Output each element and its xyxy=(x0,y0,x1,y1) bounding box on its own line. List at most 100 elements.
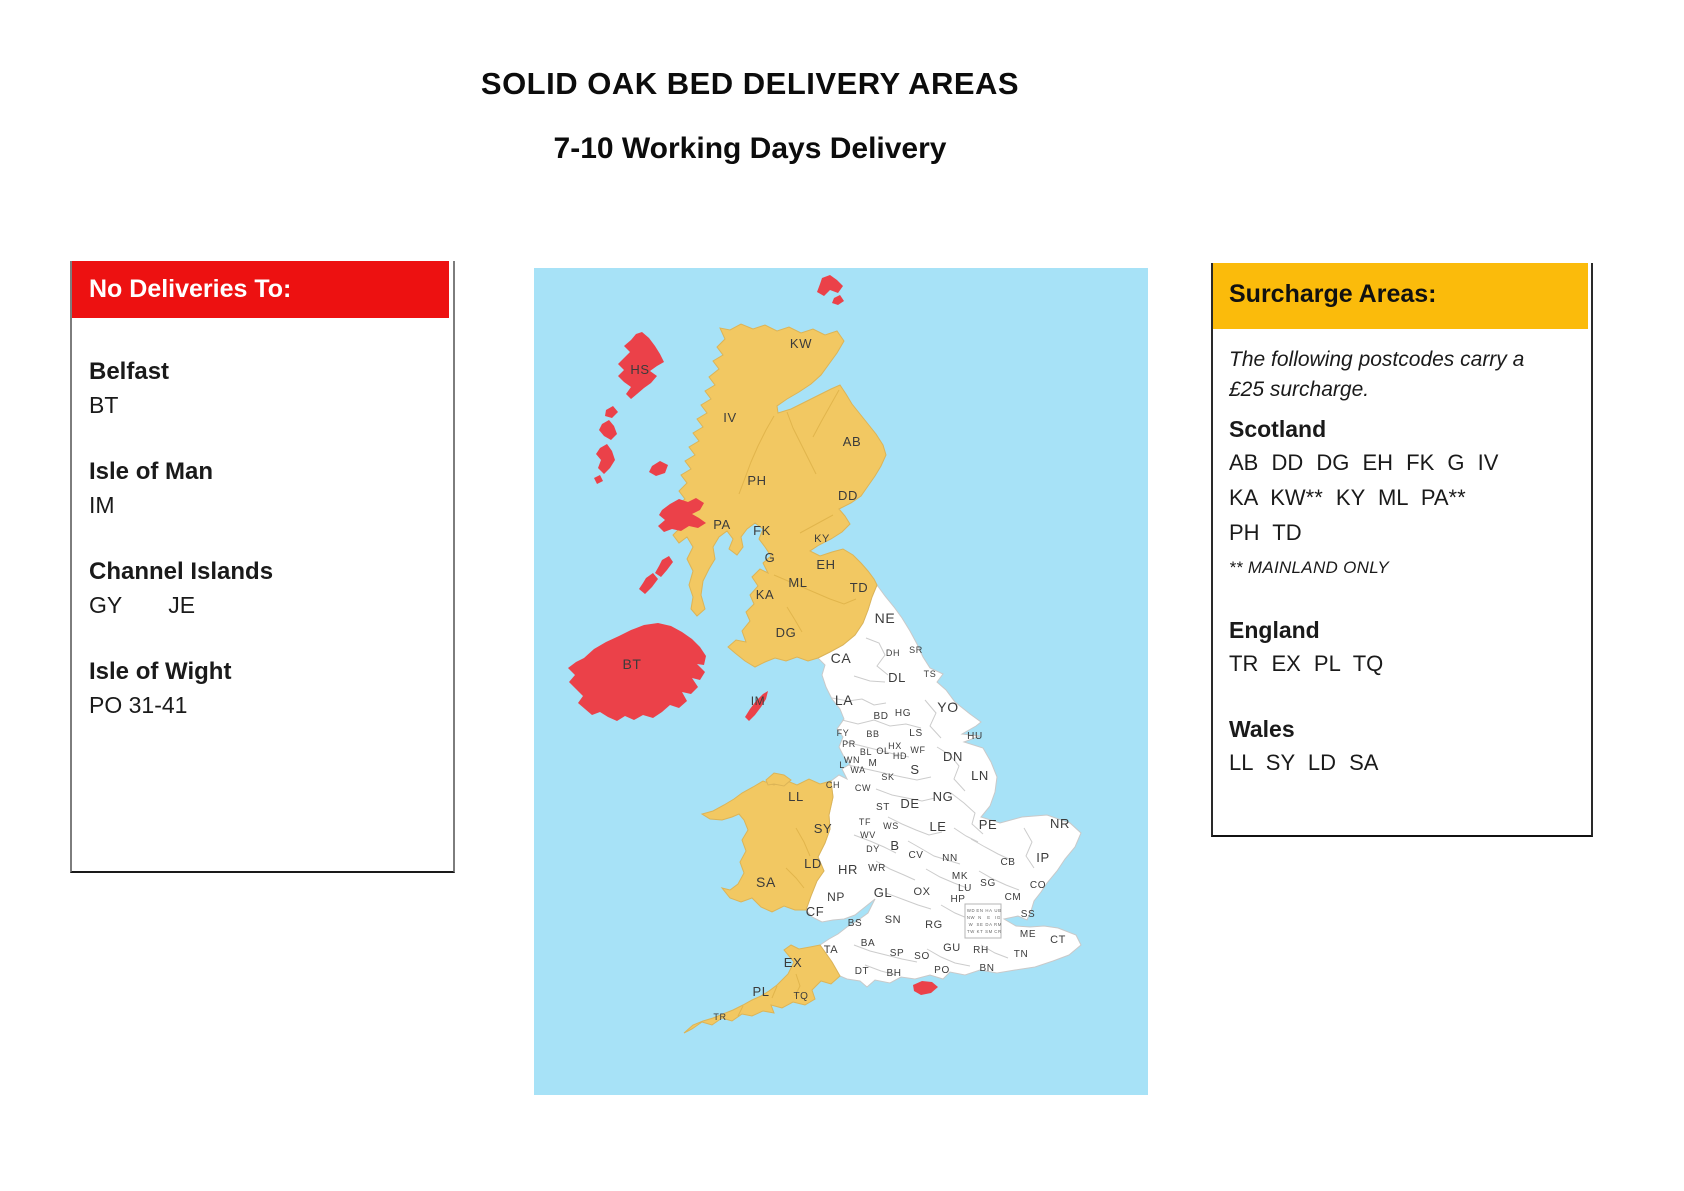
list-item: Isle of Wight PO 31-41 xyxy=(89,656,453,722)
area-name: Isle of Man xyxy=(89,458,214,485)
postcode-label-SK: SK xyxy=(881,772,894,782)
region-name: England xyxy=(1229,617,1320,643)
isle-of-man-island xyxy=(745,691,768,721)
postcode-label-SA: SA xyxy=(756,874,776,890)
postcode-label-DL: DL xyxy=(888,670,906,685)
postcode-label-DG: DG xyxy=(776,625,797,640)
uist-island xyxy=(596,444,615,474)
postcode-label-BA: BA xyxy=(861,938,876,949)
london-postcode-label-SE: SE xyxy=(977,922,984,927)
postcode-label-EH: EH xyxy=(816,557,835,572)
postcode-label-BT: BT xyxy=(622,656,641,672)
postcode-label-OL: OL xyxy=(876,746,889,756)
postcode-label-TD: TD xyxy=(850,580,869,595)
postcode-label-NP: NP xyxy=(827,890,845,904)
postcode-label-SY: SY xyxy=(814,821,833,836)
skye-island xyxy=(658,498,706,532)
postcode-label-L: L xyxy=(839,760,845,770)
outer-hebrides-island xyxy=(618,332,664,399)
postcode-label-SS: SS xyxy=(1021,909,1036,920)
postcode-label-LS: LS xyxy=(909,728,922,739)
postcode-label-OX: OX xyxy=(913,886,930,898)
london-postcode-label-CR: CR xyxy=(994,929,1001,934)
postcode-label-B: B xyxy=(890,838,899,853)
scotland-region xyxy=(672,323,887,668)
area-name: Isle of Wight xyxy=(89,658,232,685)
region-name: Wales xyxy=(1229,716,1295,742)
uk-postcode-map: WD EN HA UB NW N E IG W SE DA RM TW KT SM CR KW HS IV AB PH… xyxy=(534,268,1148,1095)
london-postcode-label-SM: SM xyxy=(985,929,993,934)
surcharge-section-scotland: Scotland AB DD DG EH FK G IV KA KW** KY … xyxy=(1229,413,1577,582)
postcode-label-TA: TA xyxy=(824,944,839,956)
postcode-label-LA: LA xyxy=(835,692,853,708)
postcode-label-LD: LD xyxy=(804,856,822,871)
barra-island xyxy=(594,475,603,484)
orkney-island xyxy=(832,295,844,305)
uist-island xyxy=(599,420,617,440)
southwest-england-region xyxy=(683,944,841,1034)
postcode-label-LE: LE xyxy=(929,819,946,834)
postcode-label-SO: SO xyxy=(914,951,930,962)
london-postcode-label-RM: RM xyxy=(994,922,1002,927)
postcode-label-M: M xyxy=(869,758,878,769)
area-codes: IM xyxy=(89,492,115,518)
postcode-label-HU: HU xyxy=(967,731,983,742)
postcode-label-FY: FY xyxy=(837,728,850,738)
small-isle xyxy=(649,461,668,476)
no-deliveries-list: Belfast BT Isle of Man IM Channel Island… xyxy=(72,318,453,756)
london-postcode-label-WD: WD xyxy=(967,908,975,913)
postcode-label-G: G xyxy=(765,550,776,565)
surcharge-section-england: England TR EX PL TQ xyxy=(1229,614,1577,681)
surcharge-body: The following postcodes carry a £25 surc… xyxy=(1213,329,1591,780)
title-block: SOLID OAK BED DELIVERY AREAS 7-10 Workin… xyxy=(0,66,1500,166)
postcode-label-BL: BL xyxy=(860,747,872,757)
mainland-only-note: ** MAINLAND ONLY xyxy=(1229,558,1390,577)
postcode-label-TN: TN xyxy=(1014,949,1029,960)
postcode-label-IP: IP xyxy=(1036,850,1049,865)
postcode-label-WV: WV xyxy=(860,830,876,840)
surcharge-panel: Surcharge Areas: The following postcodes… xyxy=(1211,263,1593,837)
postcode-label-BN: BN xyxy=(979,963,994,974)
london-postcode-label-DA: DA xyxy=(985,922,992,927)
postcode-label-ST: ST xyxy=(876,802,890,813)
postcode-label-NG: NG xyxy=(933,789,954,804)
london-postcode-label-N: N xyxy=(978,915,982,920)
postcode-label-DN: DN xyxy=(943,749,963,764)
postcode-label-CA: CA xyxy=(831,650,852,666)
wales-region xyxy=(700,778,834,913)
london-postcode-label-TW: TW xyxy=(967,929,975,934)
postcode-label-LU: LU xyxy=(958,883,972,894)
jura-island xyxy=(655,556,673,577)
anglesey-island xyxy=(765,772,792,787)
postcode-label-TQ: TQ xyxy=(793,991,808,1002)
postcode-label-CH: CH xyxy=(826,780,840,790)
postcode-label-DE: DE xyxy=(900,796,919,811)
postcode-label-HR: HR xyxy=(838,862,858,877)
postcode-label-NE: NE xyxy=(875,610,896,626)
area-codes: PO 31-41 xyxy=(89,692,188,718)
postcode-label-CT: CT xyxy=(1050,934,1066,946)
postcode-label-CM: CM xyxy=(1005,892,1022,903)
postcode-label-PR: PR xyxy=(842,739,856,749)
postcode-label-DH: DH xyxy=(886,648,900,658)
postcode-label-MK: MK xyxy=(952,871,968,882)
uist-island xyxy=(605,406,618,418)
postcode-label-BH: BH xyxy=(886,968,901,979)
london-postcode-labels: WD EN HA UB NW N E IG W SE DA RM TW KT SM CR xyxy=(967,908,1002,934)
postcode-label-CF: CF xyxy=(806,904,825,919)
postcode-label-HX: HX xyxy=(888,741,902,751)
postcode-label-SR: SR xyxy=(909,645,923,655)
postcode-label-KY: KY xyxy=(814,533,830,545)
orkney-island xyxy=(817,275,843,296)
postcode-label-TR: TR xyxy=(713,1012,726,1022)
surcharge-header: Surcharge Areas: xyxy=(1213,263,1588,329)
postcode-label-CW: CW xyxy=(855,783,871,793)
postcode-line: TR EX PL TQ xyxy=(1229,651,1384,676)
no-deliveries-header: No Deliveries To: xyxy=(72,261,449,318)
postcode-label-LN: LN xyxy=(971,768,989,783)
postcode-line: PH TD xyxy=(1229,520,1302,545)
london-postcode-label-HA: HA xyxy=(985,908,992,913)
postcode-label-BB: BB xyxy=(866,729,879,739)
postcode-label-PE: PE xyxy=(979,817,998,832)
